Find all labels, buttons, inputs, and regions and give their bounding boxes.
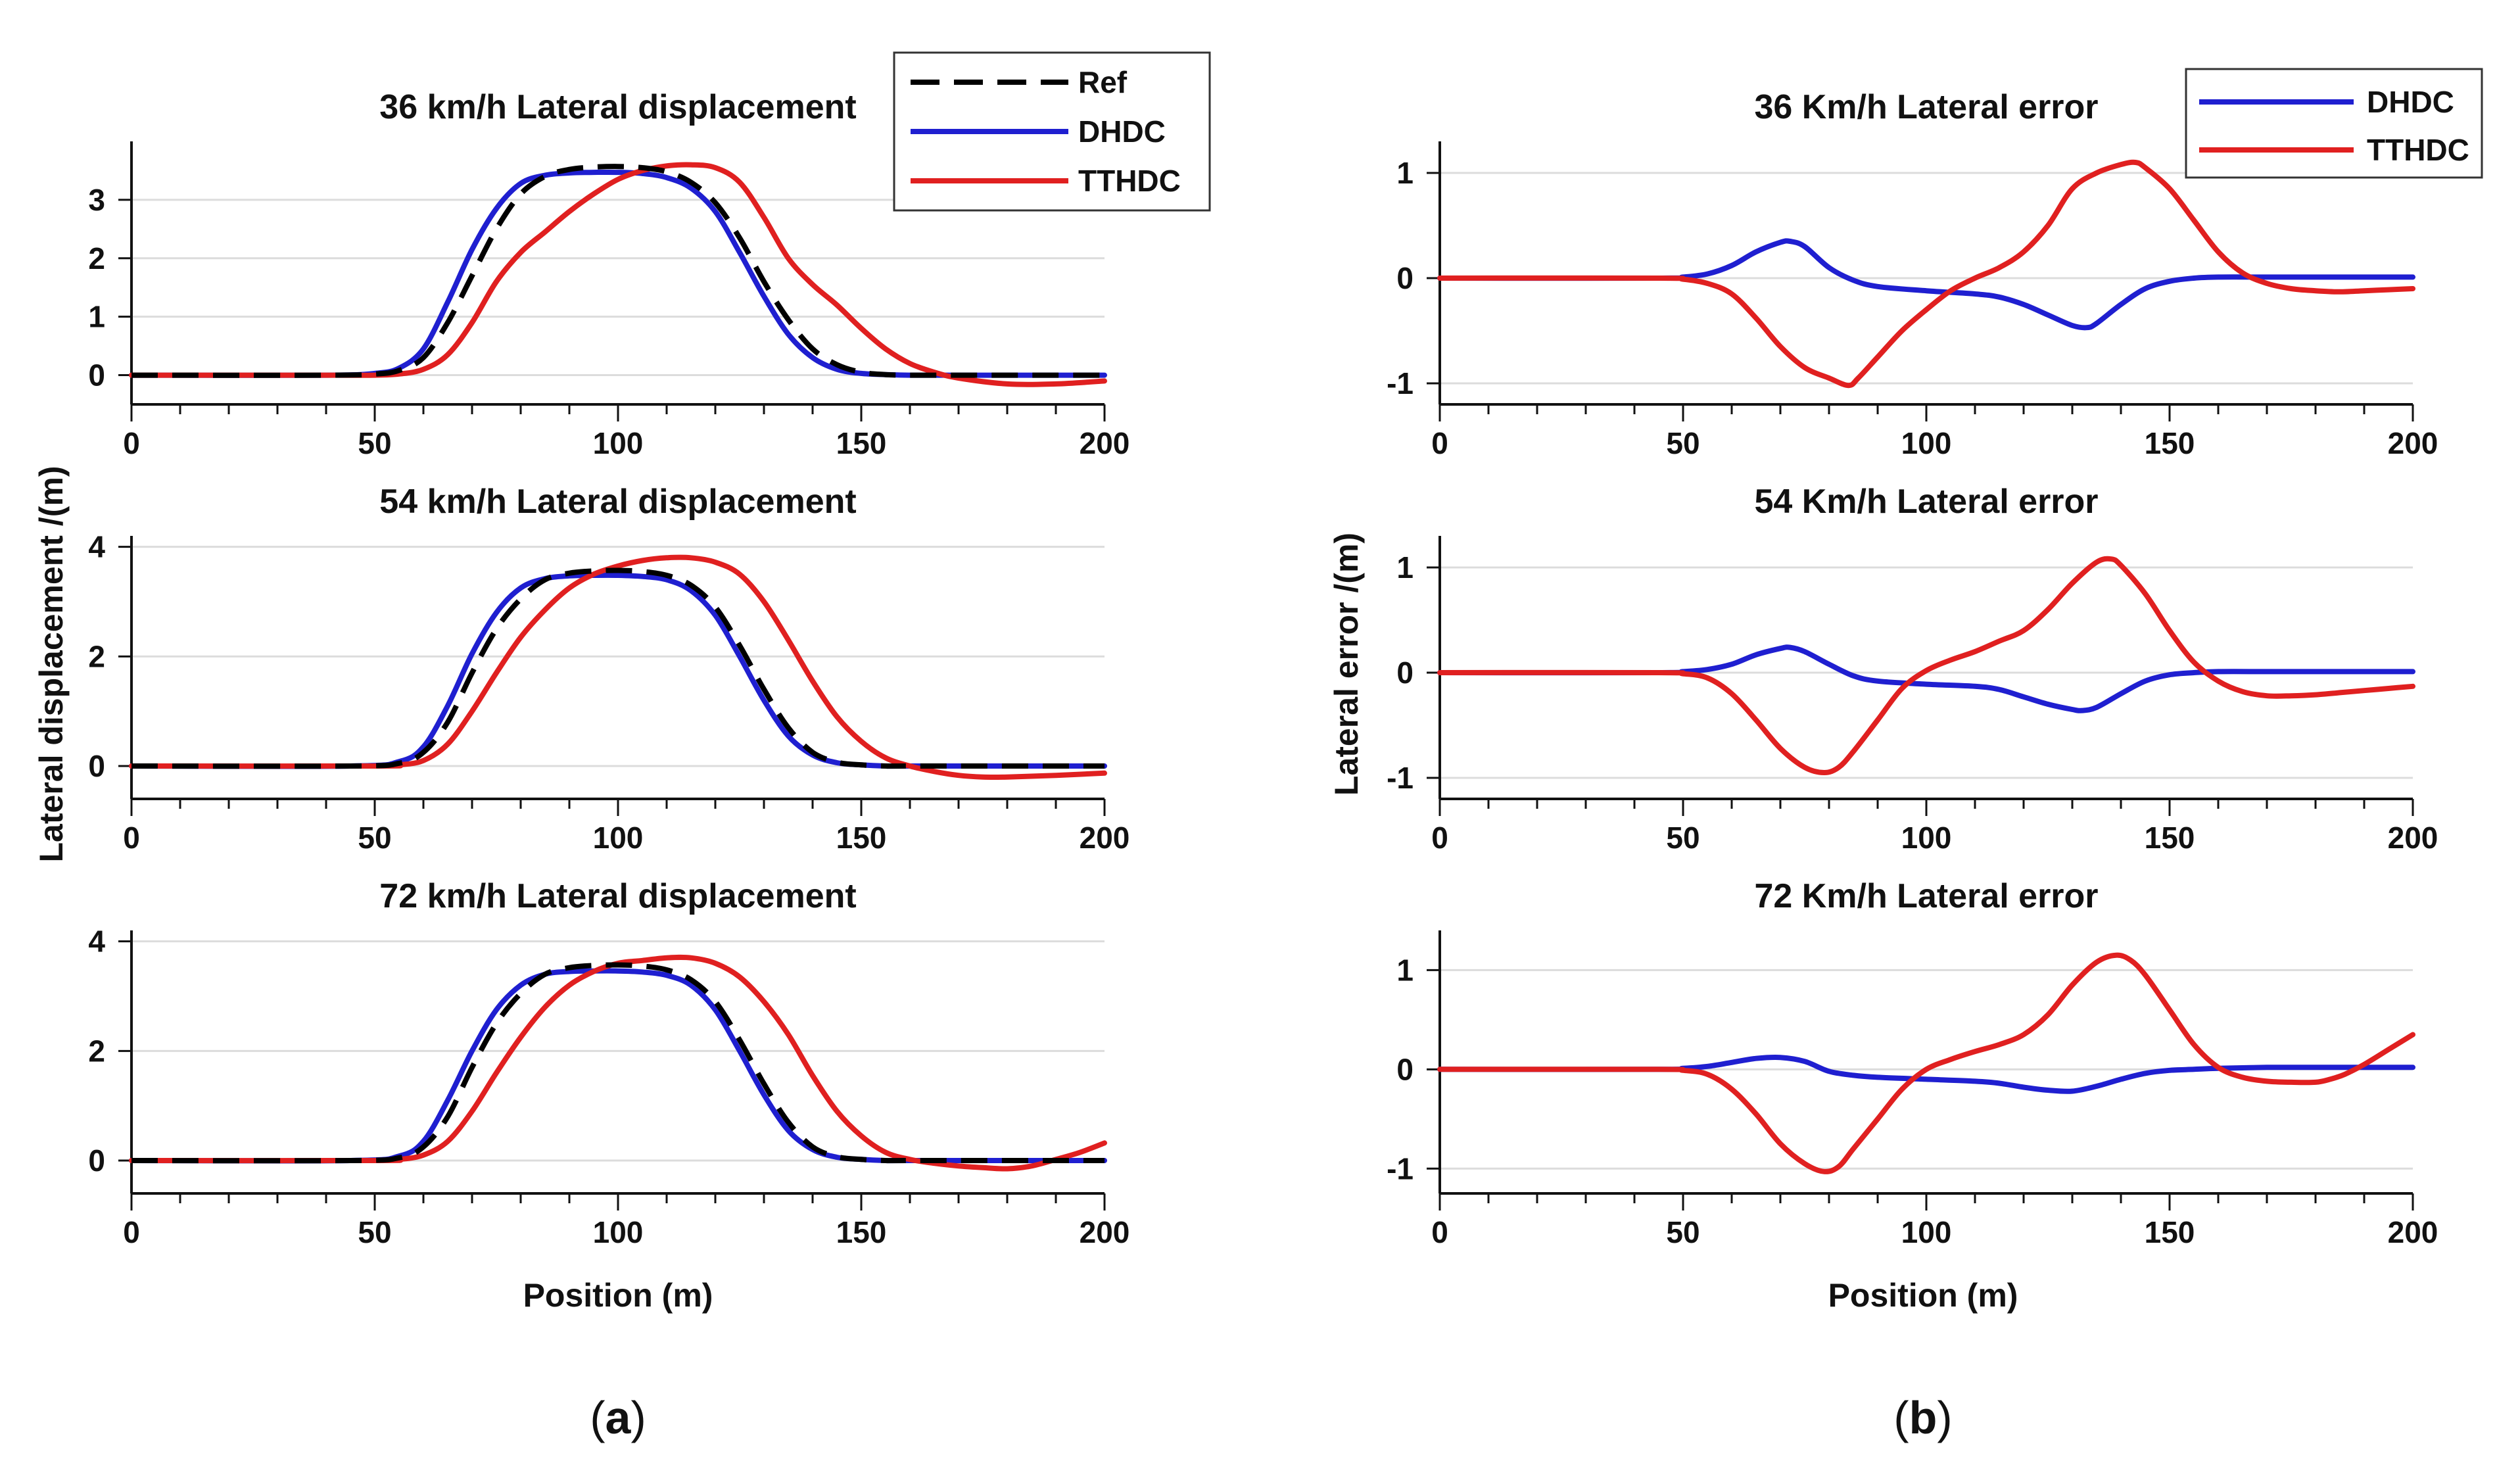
series-line-ref-p1 [131, 567, 1105, 769]
panel-title-p4: 54 Km/h Lateral error [1754, 483, 2098, 521]
legend-label-tthdc: TTHDC [1078, 164, 1181, 198]
legend-label-ref: Ref [1078, 65, 1128, 99]
x-tick-label-p5-3: 150 [2145, 1215, 2195, 1249]
x-tick-label-p5-4: 200 [2388, 1215, 2438, 1249]
series-line-tthdc-p4 [1437, 556, 2415, 775]
legend-left: Ref DHDC TTHDC [893, 51, 1211, 212]
x-tick-label-p4-2: 100 [1901, 821, 1952, 855]
y-tick-label-p1-0: 0 [88, 749, 105, 783]
x-tick-label-p1-0: 0 [123, 821, 140, 855]
series-line-ref-p2 [131, 962, 1105, 1164]
x-tick-label-p3-0: 0 [1431, 426, 1448, 460]
x-tick-label-p2-2: 100 [593, 1215, 644, 1249]
panel-title-p3: 36 Km/h Lateral error [1754, 88, 2098, 126]
caption-b: (b) [1893, 1392, 1952, 1443]
series-line-tthdc-p0 [129, 162, 1107, 387]
panel-b-1: 0 50 100 150 200 -1 0 1 36 Km/h Lateral error [1387, 88, 2438, 460]
legend-label-dhdc: DHDC [1078, 114, 1166, 149]
x-tick-label-p1-1: 50 [358, 821, 391, 855]
y-tick-label-p4-0: -1 [1387, 761, 1414, 795]
panel-b-3: 0 50 100 150 200 -1 0 1 72 Km/h Lateral error [1387, 877, 2438, 1249]
x-tick-label-p4-1: 50 [1666, 821, 1700, 855]
legend-right: DHDC TTHDC [2185, 68, 2483, 179]
y-tick-label-p5-0: -1 [1387, 1151, 1414, 1186]
x-tick-label-p0-4: 200 [1080, 426, 1130, 460]
x-tick-label-p1-3: 150 [836, 821, 887, 855]
x-tick-label-p3-4: 200 [2388, 426, 2438, 460]
y-tick-label-p0-3: 3 [88, 183, 105, 217]
y-tick-label-p4-1: 0 [1396, 656, 1414, 690]
panel-a-2: 0 50 100 150 200 0 2 4 54 km/h Lateral displacem… [88, 483, 1129, 855]
x-tick-label-p4-3: 150 [2145, 821, 2195, 855]
x-tick-label-p0-2: 100 [593, 426, 644, 460]
x-tick-label-p0-3: 150 [836, 426, 887, 460]
series-line-tthdc-p3 [1437, 159, 2415, 389]
x-tick-label-p2-1: 50 [358, 1215, 391, 1249]
legend-label-dhdc-right: DHDC [2367, 85, 2454, 119]
y-tick-label-p5-1: 0 [1396, 1052, 1414, 1086]
y-axis-label-right: Lateral error /(m) [1328, 533, 1365, 796]
x-tick-label-p1-4: 200 [1080, 821, 1130, 855]
y-tick-label-p0-0: 0 [88, 358, 105, 393]
x-tick-label-p4-4: 200 [2388, 821, 2438, 855]
panel-title-p5: 72 Km/h Lateral error [1754, 877, 2098, 915]
series-line-dhdc-p3 [1437, 238, 2415, 331]
y-tick-label-p2-2: 4 [88, 924, 105, 959]
x-tick-label-p2-3: 150 [836, 1215, 887, 1249]
panel-a-1: 0 50 100 150 200 0 1 2 3 36 km/h Lateral displace… [88, 88, 1129, 460]
series-line-tthdc-p1 [129, 554, 1107, 780]
y-tick-label-p0-2: 2 [88, 241, 105, 276]
y-axis-label-left: Lateral displacement /(m) [33, 466, 70, 863]
y-tick-label-p3-0: -1 [1387, 366, 1414, 400]
x-tick-label-p3-3: 150 [2145, 426, 2195, 460]
x-tick-label-p2-0: 0 [123, 1215, 140, 1249]
x-tick-label-p1-2: 100 [593, 821, 644, 855]
y-tick-label-p0-1: 1 [88, 300, 105, 334]
panel-b-2: 0 50 100 150 200 -1 0 1 54 Km/h Lateral error [1387, 483, 2438, 855]
panel-title-p0: 36 km/h Lateral displacement [379, 88, 856, 126]
y-tick-label-p1-1: 2 [88, 639, 105, 673]
series-line-dhdc-p5 [1437, 1054, 2415, 1094]
x-tick-label-p4-0: 0 [1431, 821, 1448, 855]
x-tick-label-p3-1: 50 [1666, 426, 1700, 460]
x-tick-label-p2-4: 200 [1080, 1215, 1130, 1249]
series-line-dhdc-p4 [1437, 644, 2415, 713]
x-tick-label-p5-1: 50 [1666, 1215, 1700, 1249]
x-tick-label-p0-1: 50 [358, 426, 391, 460]
legend-label-tthdc-right: TTHDC [2367, 133, 2469, 167]
series-line-ref-p0 [131, 164, 1105, 378]
panel-title-p2: 72 km/h Lateral displacement [379, 877, 856, 915]
x-tick-label-p5-0: 0 [1431, 1215, 1448, 1249]
y-tick-label-p3-2: 1 [1396, 156, 1414, 190]
x-tick-label-p0-0: 0 [123, 426, 140, 460]
y-tick-label-p2-0: 0 [88, 1143, 105, 1178]
x-axis-label-left: Position (m) [523, 1277, 713, 1314]
panel-title-p1: 54 km/h Lateral displacement [379, 483, 856, 521]
y-tick-label-p1-2: 4 [88, 530, 105, 564]
series-line-tthdc-p5 [1437, 952, 2415, 1174]
panel-a-3: 0 50 100 150 200 0 2 4 72 km/h Lateral displacem… [88, 877, 1129, 1249]
caption-a: (a) [590, 1392, 646, 1443]
y-tick-label-p2-1: 2 [88, 1034, 105, 1068]
series-line-dhdc-p2 [129, 968, 1107, 1164]
y-tick-label-p4-2: 1 [1396, 550, 1414, 585]
y-tick-label-p3-1: 0 [1396, 261, 1414, 295]
series-line-tthdc-p2 [129, 954, 1107, 1172]
legend-right-box [2185, 68, 2483, 179]
series-line-dhdc-p1 [129, 572, 1107, 769]
y-tick-label-p5-2: 1 [1396, 953, 1414, 987]
x-tick-label-p5-2: 100 [1901, 1215, 1952, 1249]
x-tick-label-p3-2: 100 [1901, 426, 1952, 460]
x-axis-label-right: Position (m) [1828, 1277, 2018, 1314]
